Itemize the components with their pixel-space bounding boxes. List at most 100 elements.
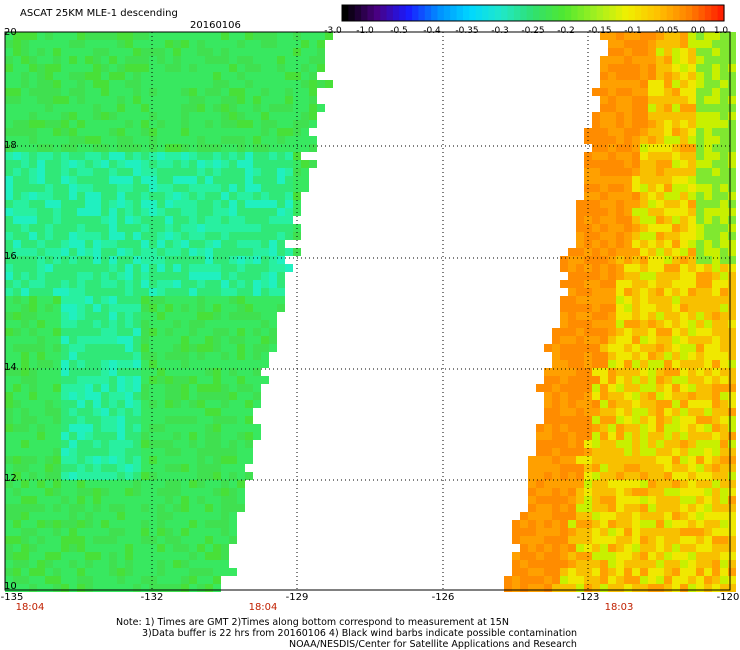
swath-cell <box>544 520 552 528</box>
swath-cell <box>552 432 560 440</box>
swath-cell <box>696 272 704 280</box>
swath-cell <box>189 416 197 424</box>
swath-cell <box>253 160 261 168</box>
swath-cell <box>109 360 117 368</box>
swath-cell <box>77 576 85 584</box>
swath-cell <box>568 560 576 568</box>
swath-cell <box>85 144 93 152</box>
swath-cell <box>616 360 624 368</box>
swath-cell <box>173 416 181 424</box>
swath-cell <box>157 176 165 184</box>
swath-cell <box>616 248 624 256</box>
swath-cell <box>656 344 664 352</box>
swath-cell <box>117 248 125 256</box>
swath-cell <box>624 40 632 48</box>
colorbar-swatch <box>399 5 407 21</box>
swath-cell <box>133 336 141 344</box>
swath-cell <box>544 464 552 472</box>
swath-cell <box>101 104 109 112</box>
swath-cell <box>53 328 61 336</box>
swath-cell <box>576 512 584 520</box>
swath-cell <box>576 352 584 360</box>
swath-cell <box>69 312 77 320</box>
swath-cell <box>664 504 672 512</box>
swath-cell <box>189 200 197 208</box>
swath-cell <box>696 200 704 208</box>
swath-cell <box>576 472 584 480</box>
swath-cell <box>13 400 21 408</box>
swath-cell <box>133 344 141 352</box>
swath-cell <box>45 224 53 232</box>
swath-cell <box>608 464 616 472</box>
swath-cell <box>600 248 608 256</box>
swath-cell <box>680 64 688 72</box>
swath-cell <box>656 64 664 72</box>
swath-cell <box>181 184 189 192</box>
swath-cell <box>656 512 664 520</box>
swath-cell <box>133 56 141 64</box>
swath-cell <box>704 336 712 344</box>
swath-cell <box>165 288 173 296</box>
swath-cell <box>109 48 117 56</box>
swath-cell <box>285 168 293 176</box>
swath-cell <box>61 440 69 448</box>
swath-cell <box>61 488 69 496</box>
swath-cell <box>592 328 600 336</box>
swath-cell <box>608 144 616 152</box>
swath-cell <box>616 576 624 584</box>
swath-cell <box>61 160 69 168</box>
swath-cell <box>728 512 736 520</box>
swath-cell <box>37 184 45 192</box>
swath-cell <box>133 584 141 592</box>
swath-cell <box>117 216 125 224</box>
swath-cell <box>245 288 253 296</box>
swath-cell <box>269 168 277 176</box>
swath-cell <box>253 48 261 56</box>
swath-cell <box>197 240 205 248</box>
swath-cell <box>93 304 101 312</box>
swath-cell <box>568 376 576 384</box>
swath-cell <box>197 200 205 208</box>
swath-cell <box>141 256 149 264</box>
swath-cell <box>173 288 181 296</box>
swath-cell <box>213 320 221 328</box>
swath-cell <box>552 368 560 376</box>
swath-cell <box>77 480 85 488</box>
swath-cell <box>704 248 712 256</box>
swath-cell <box>125 504 133 512</box>
swath-cell <box>616 48 624 56</box>
swath-cell <box>141 152 149 160</box>
swath-cell <box>21 168 29 176</box>
swath-cell <box>696 80 704 88</box>
swath-cell <box>69 480 77 488</box>
swath-cell <box>600 528 608 536</box>
swath-cell <box>13 504 21 512</box>
swath-cell <box>704 536 712 544</box>
swath-cell <box>704 56 712 64</box>
swath-cell <box>165 232 173 240</box>
swath-cell <box>53 352 61 360</box>
swath-cell <box>101 368 109 376</box>
swath-cell <box>237 496 245 504</box>
swath-cell <box>213 304 221 312</box>
swath-cell <box>728 496 736 504</box>
swath-cell <box>53 512 61 520</box>
swath-cell <box>133 424 141 432</box>
swath-cell <box>69 376 77 384</box>
swath-cell <box>269 304 277 312</box>
swath-cell <box>157 216 165 224</box>
swath-cell <box>133 464 141 472</box>
swath-cell <box>269 96 277 104</box>
swath-cell <box>61 552 69 560</box>
swath-cell <box>245 400 253 408</box>
swath-cell <box>197 488 205 496</box>
swath-cell <box>221 520 229 528</box>
swath-cell <box>181 424 189 432</box>
swath-cell <box>37 232 45 240</box>
swath-cell <box>173 448 181 456</box>
swath-cell <box>133 480 141 488</box>
swath-cell <box>608 392 616 400</box>
swath-cell <box>520 576 528 584</box>
swath-cell <box>616 288 624 296</box>
swath-cell <box>53 320 61 328</box>
